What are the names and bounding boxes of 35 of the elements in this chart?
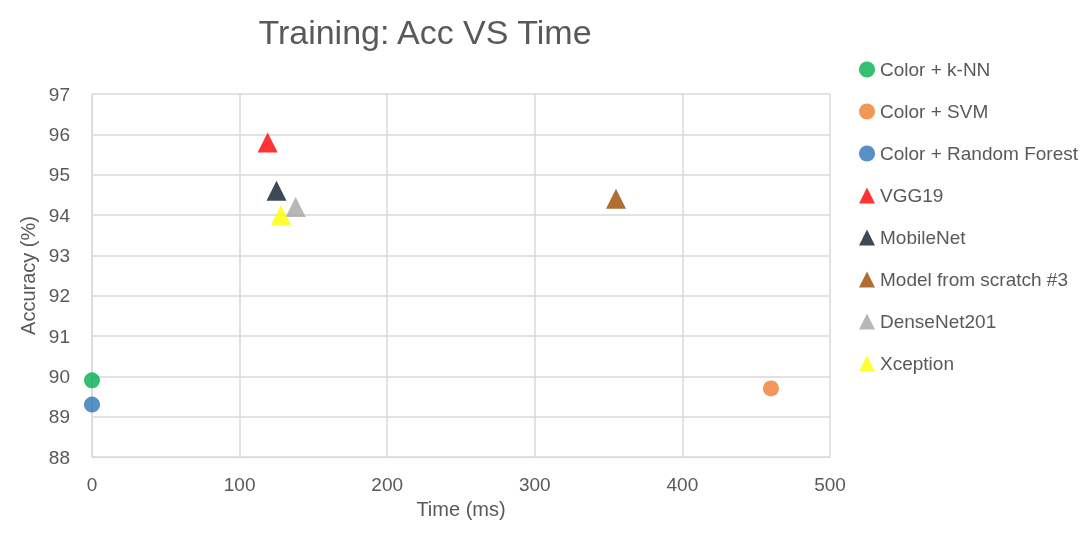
y-tick-label: 92 xyxy=(48,285,70,307)
y-axis-title: Accuracy (%) xyxy=(16,216,39,335)
y-tick-label: 96 xyxy=(48,123,70,145)
x-tick-label: 400 xyxy=(666,474,699,495)
legend-label: DenseNet201 xyxy=(880,311,997,332)
x-tick-label: 300 xyxy=(518,474,551,495)
point xyxy=(257,132,278,153)
legend-label: Color + SVM xyxy=(880,101,989,122)
point xyxy=(84,396,100,413)
legend-label: Xception xyxy=(880,353,954,374)
point xyxy=(285,196,306,217)
y-tick-label: 91 xyxy=(48,325,70,347)
point xyxy=(270,205,291,225)
legend-label: Model from scratch #3 xyxy=(880,269,1068,290)
y-tick-label: 94 xyxy=(48,204,71,226)
legend-label: Color + k-NN xyxy=(880,59,991,80)
x-tick-label: 0 xyxy=(86,474,98,495)
x-tick-label: 100 xyxy=(223,474,256,495)
y-tick-label: 90 xyxy=(48,365,70,387)
y-tick-label: 88 xyxy=(48,446,70,468)
y-tick-label: 95 xyxy=(48,164,70,186)
y-tick-label: 93 xyxy=(48,244,70,266)
x-axis-title: Time (ms) xyxy=(416,498,506,520)
point xyxy=(605,188,626,209)
legend-label: VGG19 xyxy=(880,185,944,206)
point xyxy=(762,380,779,397)
legend-label: Color + Random Forest xyxy=(880,143,1079,164)
x-tick-label: 200 xyxy=(371,474,404,495)
legend-label: MobileNet xyxy=(880,227,967,248)
point xyxy=(266,180,287,201)
y-tick-label: 89 xyxy=(48,406,70,428)
chart-title: Training: Acc VS Time xyxy=(258,13,592,51)
x-tick-label: 500 xyxy=(814,474,846,495)
point xyxy=(84,372,100,389)
y-tick-label: 97 xyxy=(48,83,70,105)
